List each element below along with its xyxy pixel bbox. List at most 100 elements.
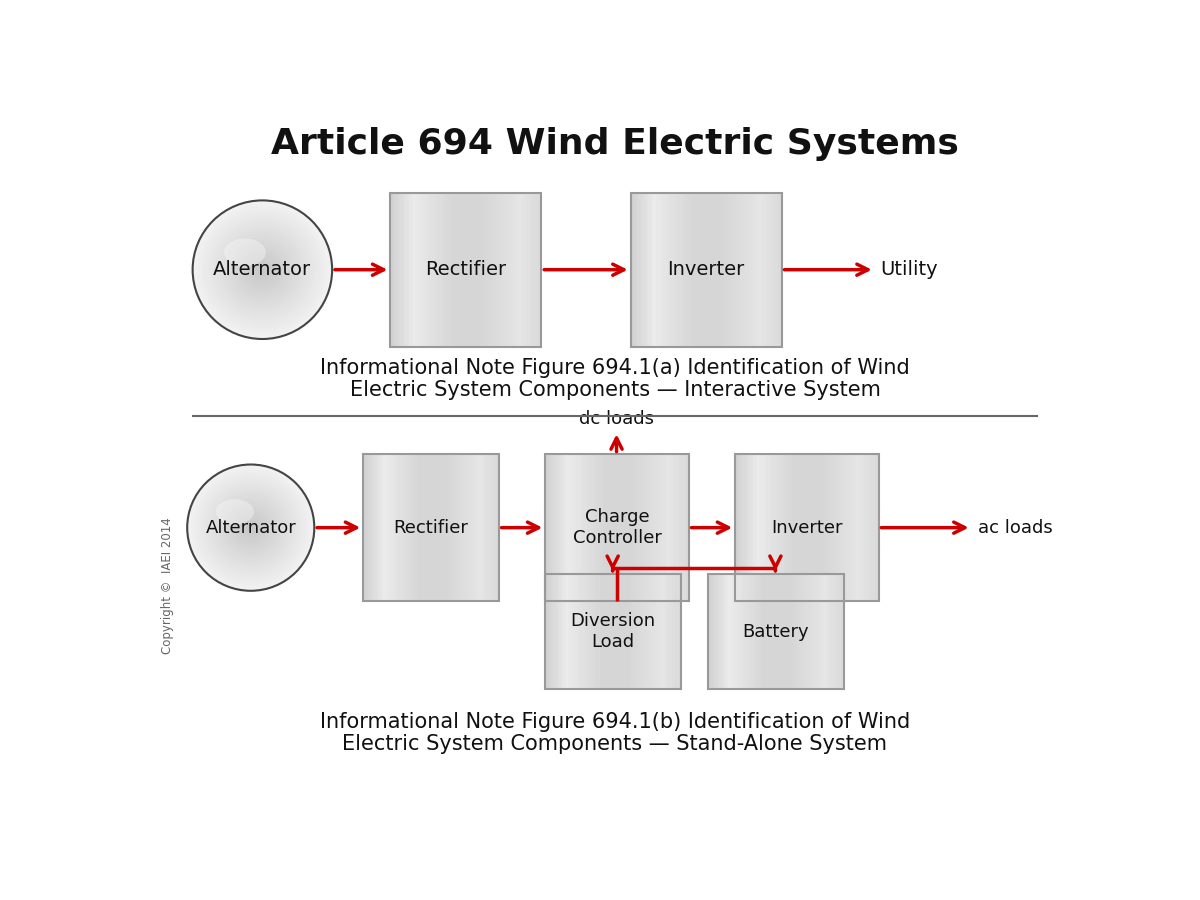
Ellipse shape bbox=[250, 526, 252, 529]
Text: Rectifier: Rectifier bbox=[425, 260, 506, 279]
Ellipse shape bbox=[214, 491, 288, 564]
Bar bbox=[775, 454, 779, 601]
Bar bbox=[636, 454, 638, 601]
Ellipse shape bbox=[230, 508, 271, 548]
Bar bbox=[859, 454, 862, 601]
Bar bbox=[792, 454, 796, 601]
Bar bbox=[764, 574, 767, 689]
Bar bbox=[566, 454, 570, 601]
Ellipse shape bbox=[214, 221, 311, 319]
Bar bbox=[749, 574, 751, 689]
Ellipse shape bbox=[232, 508, 270, 546]
Ellipse shape bbox=[251, 258, 274, 281]
Bar bbox=[498, 193, 502, 346]
Bar bbox=[575, 574, 577, 689]
Bar bbox=[462, 454, 466, 601]
Bar bbox=[488, 193, 491, 346]
Ellipse shape bbox=[221, 228, 305, 311]
Bar bbox=[550, 574, 552, 689]
Bar bbox=[545, 574, 548, 689]
Ellipse shape bbox=[245, 252, 281, 288]
Bar bbox=[402, 454, 404, 601]
Bar bbox=[780, 454, 784, 601]
Bar bbox=[814, 454, 817, 601]
Bar bbox=[746, 574, 749, 689]
Bar bbox=[440, 454, 443, 601]
Bar bbox=[744, 193, 746, 346]
Bar bbox=[493, 193, 497, 346]
Bar bbox=[644, 574, 647, 689]
Bar bbox=[708, 574, 844, 689]
Ellipse shape bbox=[226, 234, 299, 306]
Bar bbox=[737, 574, 740, 689]
Bar bbox=[736, 574, 738, 689]
Bar bbox=[630, 193, 634, 346]
Ellipse shape bbox=[200, 477, 301, 578]
Bar bbox=[818, 574, 822, 689]
Bar bbox=[562, 574, 564, 689]
Bar bbox=[833, 574, 835, 689]
Ellipse shape bbox=[238, 515, 264, 540]
Ellipse shape bbox=[246, 523, 256, 533]
Bar bbox=[751, 193, 755, 346]
Text: Electric System Components — Stand-Alone System: Electric System Components — Stand-Alone… bbox=[342, 734, 888, 754]
Bar bbox=[598, 574, 600, 689]
Ellipse shape bbox=[193, 201, 332, 339]
Bar bbox=[721, 574, 725, 689]
Bar bbox=[752, 454, 755, 601]
Bar bbox=[636, 574, 638, 689]
Ellipse shape bbox=[256, 263, 269, 276]
Ellipse shape bbox=[188, 466, 313, 590]
Bar bbox=[397, 454, 400, 601]
Bar bbox=[679, 574, 682, 689]
Bar bbox=[593, 454, 596, 601]
Bar bbox=[374, 454, 377, 601]
Bar bbox=[785, 574, 787, 689]
Bar bbox=[413, 454, 415, 601]
Ellipse shape bbox=[190, 467, 312, 589]
Ellipse shape bbox=[206, 483, 295, 572]
Bar bbox=[715, 574, 718, 689]
Ellipse shape bbox=[228, 235, 298, 304]
Bar bbox=[866, 454, 869, 601]
Bar bbox=[413, 193, 416, 346]
Bar bbox=[511, 193, 514, 346]
Bar bbox=[636, 193, 638, 346]
Ellipse shape bbox=[241, 249, 283, 291]
Bar bbox=[731, 574, 733, 689]
Bar bbox=[665, 454, 667, 601]
Bar bbox=[619, 454, 622, 601]
Bar bbox=[790, 574, 792, 689]
Bar bbox=[426, 454, 430, 601]
Bar bbox=[550, 454, 553, 601]
Ellipse shape bbox=[254, 261, 271, 278]
Ellipse shape bbox=[209, 217, 316, 322]
Bar bbox=[770, 454, 774, 601]
Bar bbox=[842, 454, 846, 601]
Bar bbox=[600, 454, 602, 601]
Bar bbox=[660, 454, 662, 601]
Bar bbox=[496, 193, 499, 346]
Bar bbox=[595, 454, 599, 601]
Bar bbox=[404, 454, 407, 601]
Ellipse shape bbox=[196, 203, 329, 337]
Bar bbox=[800, 574, 803, 689]
Bar bbox=[769, 193, 772, 346]
Bar bbox=[678, 193, 682, 346]
Bar bbox=[716, 193, 719, 346]
Ellipse shape bbox=[253, 260, 272, 279]
Bar bbox=[659, 193, 661, 346]
Ellipse shape bbox=[200, 209, 324, 330]
Bar bbox=[611, 574, 613, 689]
Bar bbox=[630, 193, 781, 346]
Bar bbox=[782, 454, 786, 601]
Bar bbox=[696, 193, 698, 346]
Bar bbox=[684, 454, 686, 601]
Bar bbox=[721, 193, 724, 346]
Bar bbox=[613, 574, 616, 689]
Bar bbox=[403, 193, 406, 346]
Ellipse shape bbox=[199, 476, 302, 580]
Bar bbox=[731, 193, 734, 346]
Bar bbox=[641, 193, 643, 346]
Ellipse shape bbox=[239, 517, 262, 539]
